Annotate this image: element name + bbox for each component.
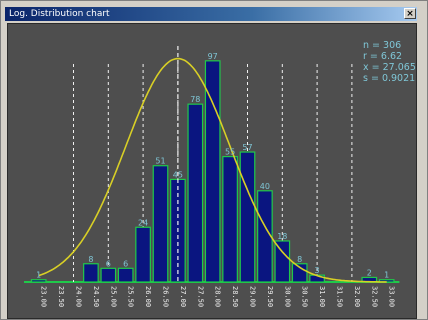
title-bar[interactable]: Log. Distribution chart ×	[5, 7, 417, 21]
plot-area: 1 8 6 6 24 51 45 78 97 55 57 40 18 8 3 2 1 23.00 23.50 24.0…	[7, 23, 417, 319]
bar-label-25.00: 6	[106, 259, 111, 268]
close-button[interactable]: ×	[404, 8, 416, 19]
window-title: Log. Distribution chart	[9, 9, 110, 19]
tick-label-25.00: 25.00	[109, 286, 117, 307]
bar-26.50	[152, 165, 169, 283]
tick-label-25.50: 25.50	[127, 286, 135, 307]
bar-label-24.50: 8	[88, 255, 93, 264]
stat-x: x = 27.0651	[363, 62, 417, 73]
tick-label-28.50: 28.50	[231, 286, 239, 307]
tick-label-33.00: 33.00	[388, 286, 396, 307]
bar-label-30.50: 8	[297, 255, 302, 264]
tick-label-26.00: 26.00	[144, 286, 152, 307]
tick-label-31.50: 31.50	[336, 286, 344, 307]
bar-26.00	[135, 226, 151, 283]
bar-28.50	[222, 156, 238, 283]
tick-label-31.00: 31.00	[318, 286, 326, 307]
tick-label-29.50: 29.50	[266, 286, 274, 307]
tick-label-23.00: 23.00	[40, 286, 48, 307]
bar-24.50	[83, 263, 99, 283]
tick-label-24.50: 24.50	[92, 286, 100, 307]
tick-label-29.00: 29.00	[249, 286, 257, 307]
bar-label-26.00: 24	[138, 218, 148, 227]
bar-27.50	[187, 103, 204, 283]
bar-25.50	[117, 267, 134, 283]
bar-29.00	[239, 151, 256, 283]
bar-label-28.00: 97	[208, 52, 218, 61]
bar-30.50	[291, 263, 308, 283]
stat-r: r = 6.62	[363, 51, 403, 62]
tick-label-26.50: 26.50	[162, 286, 170, 307]
bar-label-31.00: 3	[315, 266, 320, 275]
tick-label-27.50: 27.50	[196, 286, 204, 307]
bar-23.00	[30, 279, 47, 283]
bar-label-32.50: 2	[367, 268, 372, 277]
fit-curve	[38, 57, 387, 283]
bar-28.00	[204, 60, 221, 283]
bar-label-29.50: 40	[260, 182, 270, 191]
bar-30.00	[274, 240, 291, 283]
bar-25.00	[100, 267, 117, 283]
bar-label-26.50: 51	[155, 157, 165, 166]
tick-label-32.50: 32.50	[370, 286, 378, 307]
bar-label-30.00: 18	[277, 232, 287, 241]
tick-label-23.50: 23.50	[57, 286, 65, 307]
tick-label-30.00: 30.00	[283, 286, 291, 307]
tick-label-27.00: 27.00	[179, 286, 187, 307]
bar-label-29.00: 57	[242, 143, 252, 152]
stat-n: n = 306	[363, 40, 402, 51]
bar-label-33.00: 1	[384, 271, 389, 280]
tick-label-28.00: 28.00	[214, 286, 222, 307]
stat-s: s = 0.9021	[363, 73, 416, 84]
tick-label-32.00: 32.00	[353, 286, 361, 307]
bar-label-23.00: 1	[36, 271, 41, 280]
bar-29.50	[257, 190, 273, 283]
tick-label-30.50: 30.50	[301, 286, 309, 307]
bar-label-27.00: 45	[173, 170, 183, 179]
bar-label-28.50: 55	[225, 148, 235, 157]
stats-panel: n = 306 r = 6.62 x = 27.0651 s = 0.9021	[363, 40, 417, 84]
bar-label-25.50: 6	[123, 259, 128, 268]
bar-label-27.50: 78	[190, 95, 200, 104]
tick-label-24.00: 24.00	[75, 286, 83, 307]
